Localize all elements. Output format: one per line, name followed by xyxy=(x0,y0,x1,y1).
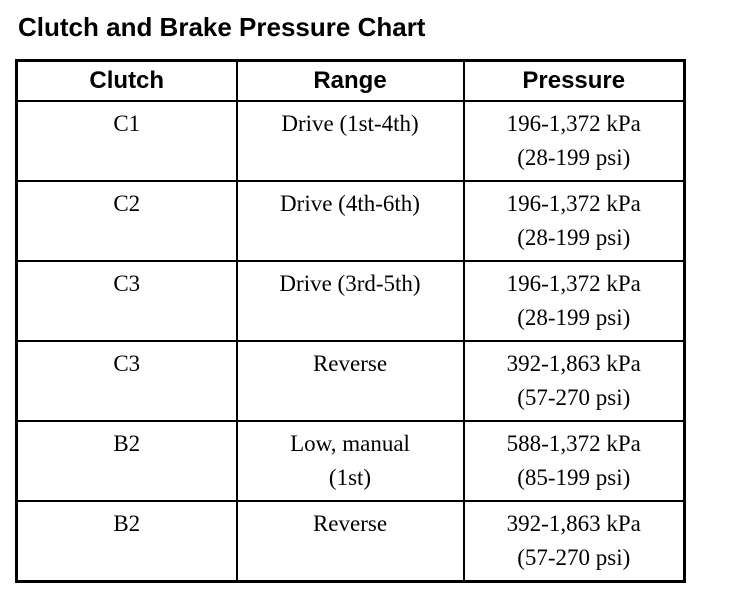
header-row: Clutch Range Pressure xyxy=(15,59,686,102)
pressure-cell: 588-1,372 kPa (85-199 psi) xyxy=(462,420,686,502)
pressure-psi: (85-199 psi) xyxy=(517,465,631,490)
clutch-cell: B2 xyxy=(15,500,238,583)
pressure-psi: (28-199 psi) xyxy=(517,225,631,250)
pressure-cell: 196-1,372 kPa (28-199 psi) xyxy=(462,260,686,342)
range-cell: Reverse xyxy=(235,340,465,422)
range-line-1: Reverse xyxy=(312,511,388,536)
pressure-kpa: 196-1,372 kPa xyxy=(506,271,641,296)
manual-page: Clutch and Brake Pressure Chart Clutch R… xyxy=(0,12,736,583)
clutch-cell: C3 xyxy=(15,340,238,422)
table-row: C3 Drive (3rd-5th) 196-1,372 kPa (28-199… xyxy=(15,260,686,342)
range-cell: Drive (4th-6th) xyxy=(235,180,465,262)
clutch-brake-pressure-table: Clutch Range Pressure C1 Drive (1st-4th)… xyxy=(15,59,686,583)
pressure-psi: (28-199 psi) xyxy=(517,145,631,170)
pressure-cell: 196-1,372 kPa (28-199 psi) xyxy=(462,100,686,182)
range-line-1: Low, manual xyxy=(290,431,410,456)
pressure-psi: (57-270 psi) xyxy=(517,545,631,570)
table-row: C1 Drive (1st-4th) 196-1,372 kPa (28-199… xyxy=(15,100,686,182)
column-header-pressure: Pressure xyxy=(462,59,686,102)
column-header-range: Range xyxy=(235,59,465,102)
range-line-1: Reverse xyxy=(312,351,388,376)
range-cell: Drive (3rd-5th) xyxy=(235,260,465,342)
clutch-cell: C2 xyxy=(15,180,238,262)
column-header-clutch: Clutch xyxy=(15,59,238,102)
clutch-cell: B2 xyxy=(15,420,238,502)
pressure-psi: (57-270 psi) xyxy=(517,385,631,410)
pressure-kpa: 392-1,863 kPa xyxy=(506,351,641,376)
range-cell: Reverse xyxy=(235,500,465,583)
clutch-cell: C3 xyxy=(15,260,238,342)
clutch-cell: C1 xyxy=(15,100,238,182)
table-row: C2 Drive (4th-6th) 196-1,372 kPa (28-199… xyxy=(15,180,686,262)
pressure-kpa: 392-1,863 kPa xyxy=(506,511,641,536)
table-row: C3 Reverse 392-1,863 kPa (57-270 psi) xyxy=(15,340,686,422)
range-line-1: Drive (1st-4th) xyxy=(281,111,419,136)
pressure-cell: 392-1,863 kPa (57-270 psi) xyxy=(462,500,686,583)
range-line-1: Drive (4th-6th) xyxy=(280,191,420,216)
range-line-1: Drive (3rd-5th) xyxy=(279,271,421,296)
range-cell: Drive (1st-4th) xyxy=(235,100,465,182)
pressure-kpa: 196-1,372 kPa xyxy=(506,191,641,216)
range-cell: Low, manual (1st) xyxy=(235,420,465,502)
pressure-psi: (28-199 psi) xyxy=(517,305,631,330)
pressure-kpa: 588-1,372 kPa xyxy=(506,431,641,456)
table-row: B2 Low, manual (1st) 588-1,372 kPa (85-1… xyxy=(15,420,686,502)
pressure-cell: 392-1,863 kPa (57-270 psi) xyxy=(462,340,686,422)
table-row: B2 Reverse 392-1,863 kPa (57-270 psi) xyxy=(15,500,686,583)
range-line-2: (1st) xyxy=(328,465,372,490)
pressure-kpa: 196-1,372 kPa xyxy=(506,111,641,136)
page-title: Clutch and Brake Pressure Chart xyxy=(18,12,426,42)
pressure-cell: 196-1,372 kPa (28-199 psi) xyxy=(462,180,686,262)
